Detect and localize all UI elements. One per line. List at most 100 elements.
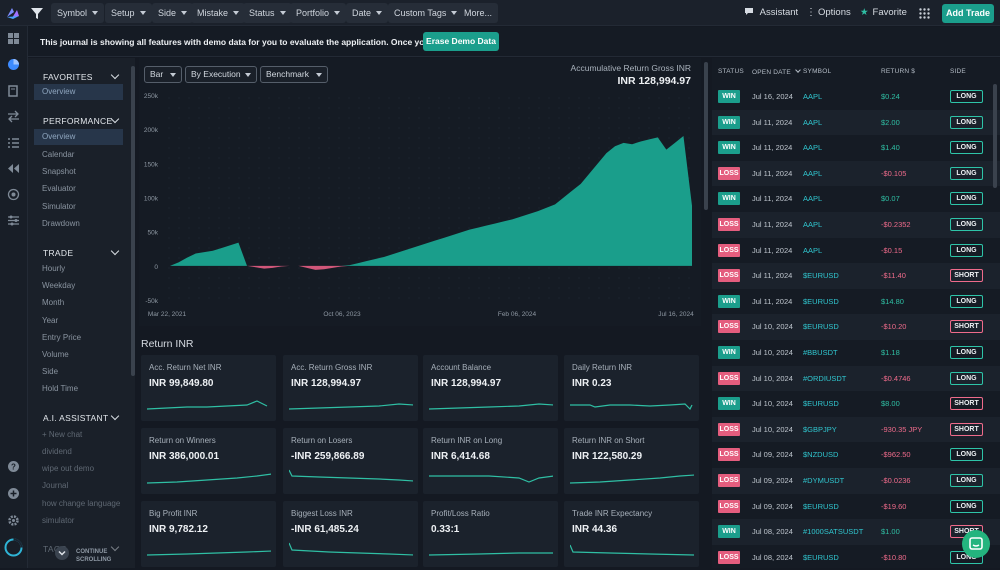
column-side[interactable]: SIDE — [950, 68, 966, 75]
filter-date-button[interactable]: Date — [346, 3, 389, 23]
transfer-arrows-icon[interactable] — [7, 110, 20, 123]
filter-icon[interactable] — [30, 6, 44, 20]
metric-card[interactable]: Return on Losers -INR 259,866.89 — [283, 428, 418, 494]
performance-section-title[interactable]: PERFORMANCE — [43, 116, 113, 126]
main-scrollbar[interactable] — [704, 62, 708, 210]
trade-row[interactable]: WIN Jul 11, 2024 AAPL $0.07 LONG — [712, 186, 1000, 212]
dashboard-icon[interactable] — [7, 32, 20, 45]
assistant-button[interactable]: Assistant — [744, 3, 798, 23]
sidebar-item-side[interactable]: Side — [42, 367, 59, 376]
chevron-down-icon[interactable] — [110, 70, 120, 80]
metric-card[interactable]: Daily Return INR INR 0.23 — [564, 355, 699, 421]
sidebar-item-month[interactable]: Month — [42, 298, 65, 307]
filter-custom-tags-button[interactable]: Custom Tags — [388, 3, 464, 23]
rewind-icon[interactable] — [7, 162, 20, 175]
metric-card[interactable]: Acc. Return Gross INR INR 128,994.97 — [283, 355, 418, 421]
sidebar-item-weekday[interactable]: Weekday — [42, 281, 76, 290]
filter-status-button[interactable]: Status — [243, 3, 292, 23]
sidebar-item-entry-price[interactable]: Entry Price — [42, 333, 82, 342]
symbol-link[interactable]: #BBUSDT — [803, 348, 838, 357]
user-avatar-icon[interactable] — [4, 538, 23, 557]
trade-row[interactable]: WIN Jul 11, 2024 AAPL $1.40 LONG — [712, 135, 1000, 161]
more-filters-button[interactable]: More... — [458, 3, 499, 23]
chat-item[interactable]: wipe out demo — [42, 464, 95, 473]
ai-assistant-section-title[interactable]: A.I. ASSISTANT — [43, 413, 109, 423]
sidebar-item-snapshot[interactable]: Snapshot — [42, 167, 76, 176]
trade-row[interactable]: WIN Jul 08, 2024 #1000SATSUSDT $1.00 SHORT — [712, 519, 1000, 545]
trade-row[interactable]: WIN Jul 16, 2024 AAPL $0.24 LONG — [712, 84, 1000, 110]
chat-item[interactable]: dividend — [42, 447, 72, 456]
trade-row[interactable]: LOSS Jul 10, 2024 $EURUSD -$10.20 SHORT — [712, 314, 1000, 340]
chevron-down-icon[interactable] — [110, 246, 120, 256]
column-open-date[interactable]: OPEN DATE — [752, 67, 801, 76]
trade-row[interactable]: LOSS Jul 09, 2024 $NZDUSD -$962.50 LONG — [712, 442, 1000, 468]
filter-mistake-button[interactable]: Mistake — [191, 3, 246, 23]
sidebar-item-favorites-overview[interactable]: Overview — [34, 84, 123, 100]
metric-card[interactable]: Return on Winners INR 386,000.01 — [141, 428, 276, 494]
sliders-icon[interactable] — [7, 214, 20, 227]
symbol-link[interactable]: #1000SATSUSDT — [803, 527, 864, 537]
target-icon[interactable] — [7, 188, 20, 201]
sidebar-item-hold-time[interactable]: Hold Time — [42, 384, 79, 393]
checklist-icon[interactable] — [7, 136, 20, 149]
return-area-chart[interactable] — [161, 92, 695, 310]
symbol-link[interactable]: AAPL — [803, 245, 823, 255]
metric-card[interactable]: Account Balance INR 128,994.97 — [423, 355, 558, 421]
sidebar-item-calendar[interactable]: Calendar — [42, 150, 75, 159]
trade-row[interactable]: LOSS Jul 11, 2024 AAPL -$0.15 LONG — [712, 238, 1000, 264]
symbol-link[interactable]: AAPL — [803, 92, 823, 101]
chat-item[interactable]: Journal — [42, 481, 69, 490]
metric-card[interactable]: Return INR on Short INR 122,580.29 — [564, 428, 699, 494]
symbol-link[interactable]: $NZDUSD — [803, 450, 839, 460]
trade-row[interactable]: LOSS Jul 11, 2024 AAPL -$0.105 LONG — [712, 160, 1000, 187]
trade-row[interactable]: WIN Jul 11, 2024 AAPL $2.00 LONG — [712, 109, 1000, 136]
new-chat-button[interactable]: + New chat — [42, 430, 83, 439]
apps-grid-icon[interactable] — [919, 8, 930, 19]
symbol-link[interactable]: $EURUSD — [803, 399, 839, 409]
favorites-section-title[interactable]: FAVORITES — [43, 72, 93, 82]
symbol-link[interactable]: $EURUSD — [803, 271, 839, 281]
tags-section-title[interactable]: TAGS — [43, 544, 67, 554]
symbol-link[interactable]: AAPL — [803, 143, 823, 153]
continue-scrolling-button[interactable] — [55, 546, 69, 560]
filter-symbol-button[interactable]: Symbol — [51, 3, 105, 23]
symbol-link[interactable]: $EURUSD — [803, 322, 839, 332]
trade-row[interactable]: LOSS Jul 11, 2024 AAPL -$0.2352 LONG — [712, 212, 1000, 238]
trade-row[interactable]: WIN Jul 10, 2024 $EURUSD $8.00 SHORT — [712, 391, 1000, 417]
metric-card[interactable]: Acc. Return Net INR INR 99,849.80 — [141, 355, 276, 421]
sidebar-item-performance-overview[interactable]: Overview — [34, 129, 123, 145]
metric-card[interactable]: Profit/Loss Ratio 0.33:1 — [423, 501, 558, 567]
symbol-link[interactable]: AAPL — [803, 168, 823, 178]
sidebar-item-hourly[interactable]: Hourly — [42, 264, 66, 273]
chevron-down-icon[interactable] — [110, 542, 120, 552]
symbol-link[interactable]: AAPL — [803, 117, 823, 127]
add-circle-icon[interactable] — [7, 487, 20, 500]
trade-row[interactable]: LOSS Jul 08, 2024 $EURUSD -$10.80 LONG — [712, 545, 1000, 570]
favorite-button[interactable]: ★ Favorite — [860, 7, 907, 18]
journal-book-icon[interactable] — [7, 84, 20, 97]
app-logo-icon[interactable] — [4, 4, 22, 22]
chevron-down-icon[interactable] — [110, 411, 120, 421]
chat-widget-button[interactable] — [962, 530, 990, 558]
metric-card[interactable]: Trade INR Expectancy INR 44.36 — [564, 501, 699, 567]
sidebar-item-simulator[interactable]: Simulator — [42, 202, 76, 211]
trades-scrollbar[interactable] — [993, 84, 997, 188]
trade-row[interactable]: LOSS Jul 11, 2024 $EURUSD -$11.40 SHORT — [712, 263, 1000, 289]
symbol-link[interactable]: AAPL — [803, 220, 823, 229]
symbol-link[interactable]: $GBPJPY — [803, 424, 837, 434]
column-return[interactable]: RETURN $ — [881, 68, 916, 75]
trade-row[interactable]: WIN Jul 11, 2024 $EURUSD $14.80 LONG — [712, 289, 1000, 315]
metric-card[interactable]: Big Profit INR INR 9,782.12 — [141, 501, 276, 567]
metric-card[interactable]: Return INR on Long INR 6,414.68 — [423, 428, 558, 494]
add-trade-button[interactable]: Add Trade — [942, 4, 994, 23]
chat-item[interactable]: how change language — [42, 499, 121, 508]
trade-row[interactable]: LOSS Jul 09, 2024 $EURUSD -$19.60 LONG — [712, 494, 1000, 520]
chart-type-select[interactable]: Bar — [144, 66, 182, 83]
symbol-link[interactable]: #DYMUSDT — [803, 476, 845, 485]
symbol-link[interactable]: #ORDIUSDT — [803, 373, 847, 383]
execution-mode-select[interactable]: By Execution — [185, 66, 257, 83]
sidebar-item-volume[interactable]: Volume — [42, 350, 69, 359]
trade-row[interactable]: LOSS Jul 10, 2024 #ORDIUSDT -$0.4746 LONG — [712, 365, 1000, 392]
options-button[interactable]: ⋮ Options — [806, 7, 851, 18]
symbol-link[interactable]: $EURUSD — [803, 501, 839, 511]
